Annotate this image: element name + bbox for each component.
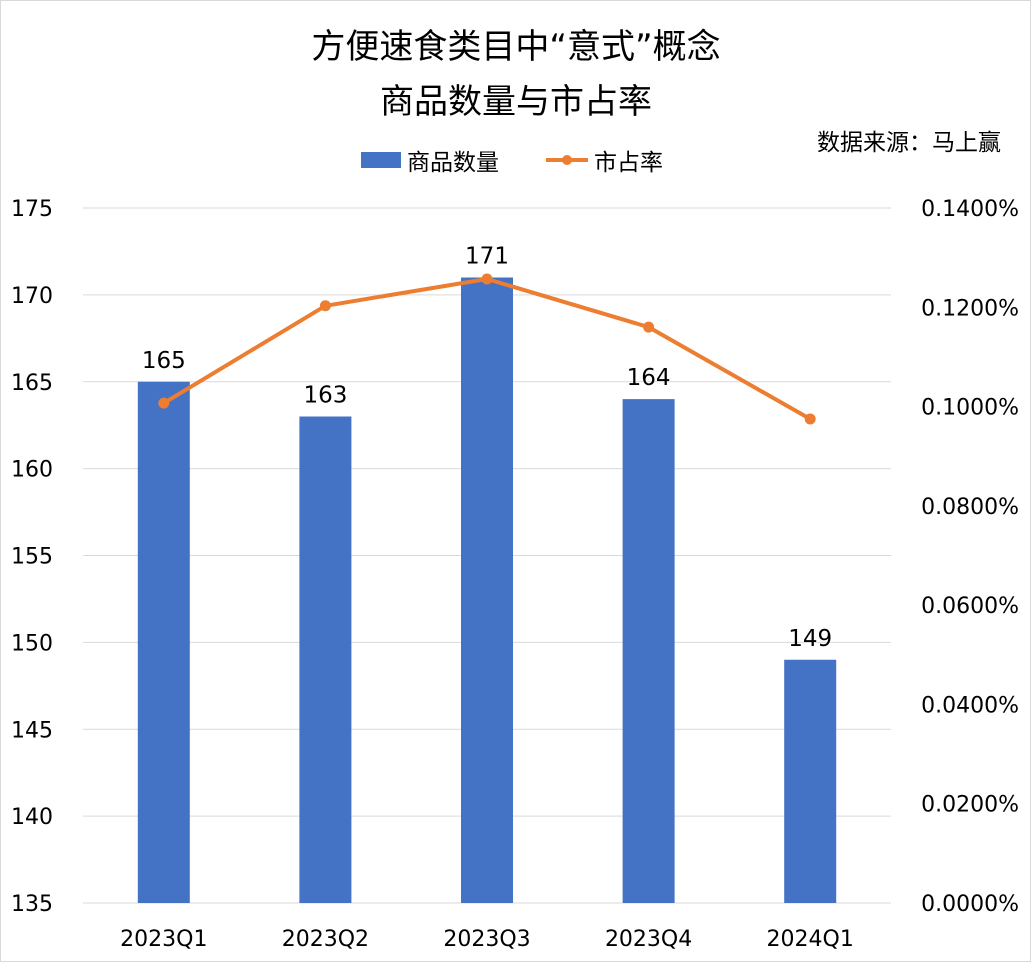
x-tick-label: 2023Q4 bbox=[605, 927, 692, 952]
bar-data-label: 149 bbox=[788, 626, 832, 652]
share-point-2024Q1 bbox=[804, 413, 816, 425]
bar-2023Q4 bbox=[622, 399, 675, 903]
share-point-2023Q1 bbox=[158, 397, 170, 409]
bar-2023Q2 bbox=[299, 416, 352, 903]
y-left-tick-label: 140 bbox=[11, 805, 53, 830]
bar-2023Q1 bbox=[137, 381, 190, 903]
y-left-tick-label: 170 bbox=[11, 284, 53, 309]
legend-swatch-bar bbox=[361, 152, 401, 168]
y-right-tick-label: 0.1200% bbox=[921, 296, 1019, 321]
share-point-2023Q4 bbox=[643, 321, 655, 333]
y-left-tick-label: 160 bbox=[11, 458, 53, 483]
bar-data-label: 165 bbox=[142, 348, 186, 374]
bar-data-label: 163 bbox=[303, 383, 347, 409]
legend-label-line: 市占率 bbox=[594, 150, 663, 176]
x-tick-label: 2024Q1 bbox=[767, 927, 854, 952]
bar-data-label: 171 bbox=[465, 244, 509, 270]
bar-data-label: 164 bbox=[627, 365, 671, 391]
y-right-tick-label: 0.0600% bbox=[921, 594, 1019, 619]
bar-2024Q1 bbox=[784, 659, 837, 903]
y-left-tick-label: 135 bbox=[11, 892, 53, 917]
legend-label-bar: 商品数量 bbox=[407, 150, 499, 176]
y-left-tick-label: 155 bbox=[11, 545, 53, 570]
y-right-tick-label: 0.0800% bbox=[921, 495, 1019, 520]
y-left-tick-label: 150 bbox=[11, 631, 53, 656]
chart-title-line2: 商品数量与市占率 bbox=[380, 82, 652, 122]
x-tick-label: 2023Q2 bbox=[282, 927, 369, 952]
share-point-2023Q3 bbox=[481, 273, 493, 285]
y-right-tick-label: 0.0400% bbox=[921, 693, 1019, 718]
chart-title-line1: 方便速食类目中“意式”概念 bbox=[311, 27, 720, 67]
y-left-tick-label: 175 bbox=[11, 197, 53, 222]
x-tick-label: 2023Q3 bbox=[443, 927, 530, 952]
legend-marker bbox=[562, 155, 572, 165]
y-right-tick-label: 0.1400% bbox=[921, 197, 1019, 222]
y-left-tick-label: 145 bbox=[11, 718, 53, 743]
share-point-2023Q2 bbox=[319, 300, 331, 312]
x-tick-label: 2023Q1 bbox=[120, 927, 207, 952]
y-right-tick-label: 0.0200% bbox=[921, 793, 1019, 818]
y-right-tick-label: 0.0000% bbox=[921, 892, 1019, 917]
y-left-tick-label: 165 bbox=[11, 371, 53, 396]
source-note: 数据来源：马上赢 bbox=[817, 130, 1001, 156]
legend: 商品数量 市占率 bbox=[361, 150, 663, 176]
y-right-tick-label: 0.1000% bbox=[921, 396, 1019, 421]
bar-2023Q3 bbox=[461, 277, 513, 903]
